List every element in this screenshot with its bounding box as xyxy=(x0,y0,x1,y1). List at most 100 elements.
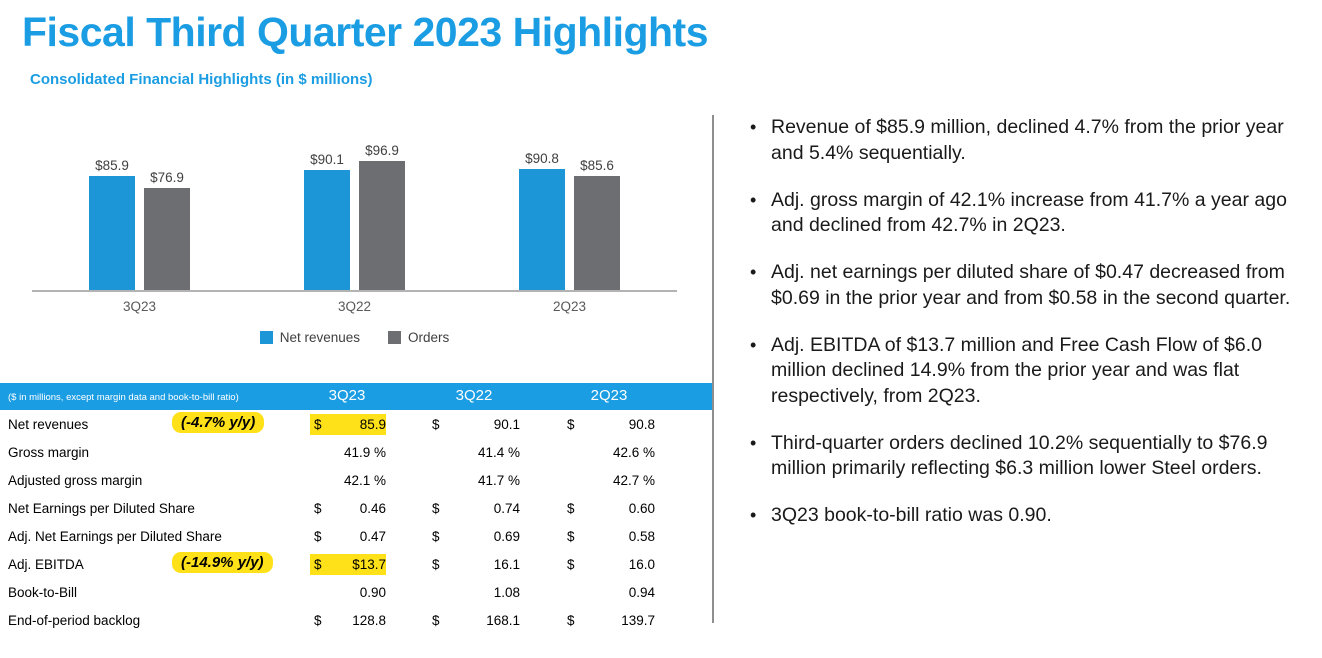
legend-item-orders: Orders xyxy=(388,330,449,345)
legend-label: Net revenues xyxy=(279,330,361,346)
table-row-adjusted-gross-margin: Adjusted gross margin 42.1 % 41.7 % 42.7 % xyxy=(0,466,712,494)
highlight-bullet-5: Third-quarter orders declined 10.2% sequ… xyxy=(744,431,1316,482)
barwrap: $96.9 xyxy=(359,143,405,291)
cell-value: 42.6 % xyxy=(612,445,655,461)
cell-value: 0.94 xyxy=(628,585,655,601)
table-header-2q23: 2Q23 xyxy=(590,387,628,405)
bar-orders-2q23 xyxy=(574,176,620,291)
bar-group-2q23: $90.8 $85.6 xyxy=(505,151,635,291)
cell-value: 42.7 % xyxy=(612,473,655,489)
chart-category-axis: 3Q23 3Q22 2Q23 xyxy=(32,292,677,314)
highlight-bullet-3: Adj. net earnings per diluted share of $… xyxy=(744,260,1316,311)
cell-value: 0.60 xyxy=(628,501,655,517)
dollar-sign: $ xyxy=(314,501,322,517)
category-label-2q23: 2Q23 xyxy=(552,299,587,315)
barwrap: $76.9 xyxy=(144,170,190,291)
cell-value: 16.0 xyxy=(628,557,655,573)
dollar-sign: $ xyxy=(567,501,575,517)
row-label: Adjusted gross margin xyxy=(8,473,143,489)
cell-value: $13.7 xyxy=(310,554,386,576)
dollar-sign: $ xyxy=(432,417,440,433)
barwrap: $85.6 xyxy=(574,158,620,291)
barwrap: $90.1 xyxy=(304,152,350,291)
cell-value: 0.90 xyxy=(359,585,386,601)
highlight-bullet-1: Revenue of $85.9 million, declined 4.7% … xyxy=(744,115,1316,166)
bar-group-3q23: $85.9 $76.9 xyxy=(75,158,205,291)
highlights-bullet-list: Revenue of $85.9 million, declined 4.7% … xyxy=(744,115,1316,529)
cell-value: 41.9 % xyxy=(343,445,386,461)
bar-value-label: $76.9 xyxy=(150,170,184,186)
bar-value-label: $90.8 xyxy=(525,151,559,167)
cell-value: 85.9 xyxy=(310,414,386,436)
bar-chart: $85.9 $76.9 $90.1 $96.9 $90.8 $85.6 xyxy=(32,142,677,293)
yoy-annotation: (-4.7% y/y) xyxy=(172,412,265,434)
dollar-sign: $ xyxy=(314,613,322,629)
table-header: ($ in millions, except margin data and b… xyxy=(0,383,712,411)
legend-swatch-icon xyxy=(388,331,402,345)
row-label: Adj. Net Earnings per Diluted Share xyxy=(8,529,222,545)
bar-net-revenues-3q23 xyxy=(89,176,135,291)
table-row-adj-net-earnings-per-diluted-share: Adj. Net Earnings per Diluted Share $0.47… xyxy=(0,522,712,550)
slide: Fiscal Third Quarter 2023 Highlights Con… xyxy=(0,9,1322,658)
financial-table: ($ in millions, except margin data and b… xyxy=(0,383,712,634)
bar-value-label: $85.6 xyxy=(580,158,614,174)
bar-value-label: $85.9 xyxy=(95,158,129,174)
table-body: Net revenues (-4.7% y/y) $85.9 $90.1 $90.8 Gr… xyxy=(0,410,712,634)
cell-value: 41.7 % xyxy=(477,473,520,489)
cell-value: 1.08 xyxy=(493,585,520,601)
legend-label: Orders xyxy=(408,330,450,346)
legend-item-net-revenues: Net revenues xyxy=(259,330,361,346)
dollar-sign: $ xyxy=(567,613,575,629)
dollar-sign: $ xyxy=(314,417,322,433)
content: Consolidated Financial Highlights (in $ … xyxy=(0,55,1322,634)
dollar-sign: $ xyxy=(567,557,575,573)
table-row-gross-margin: Gross margin 41.9 % 41.4 % 42.6 % xyxy=(0,438,712,466)
barwrap: $85.9 xyxy=(89,158,135,291)
row-label: End-of-period backlog xyxy=(8,613,141,629)
cell-value: 41.4 % xyxy=(477,445,520,461)
bar-orders-3q23 xyxy=(144,188,190,291)
bar-net-revenues-3q22 xyxy=(304,170,350,291)
barwrap: $90.8 xyxy=(519,151,565,291)
bar-value-label: $90.1 xyxy=(310,152,344,168)
dollar-sign: $ xyxy=(567,529,575,545)
highlight-bullet-2: Adj. gross margin of 42.1% increase from… xyxy=(744,188,1316,239)
cell-value: 16.1 xyxy=(493,557,520,573)
cell-value: 90.8 xyxy=(628,417,655,433)
chart-title: Consolidated Financial Highlights (in $ … xyxy=(30,71,373,89)
row-label: Book-to-Bill xyxy=(8,585,78,601)
cell-value: 42.1 % xyxy=(343,473,386,489)
vertical-divider xyxy=(712,115,714,624)
cell-value: 168.1 xyxy=(486,613,520,629)
cell-value: 0.47 xyxy=(359,529,386,545)
cell-value: 0.69 xyxy=(493,529,520,545)
table-header-note: ($ in millions, except margin data and b… xyxy=(8,392,239,404)
bar-net-revenues-2q23 xyxy=(519,169,565,291)
row-label: Net revenues xyxy=(8,417,89,433)
table-header-3q23: 3Q23 xyxy=(328,387,366,405)
dollar-sign: $ xyxy=(432,557,440,573)
dollar-sign: $ xyxy=(567,417,575,433)
table-header-3q22: 3Q22 xyxy=(455,387,493,405)
cell-value: 139.7 xyxy=(621,613,655,629)
cell-value: 0.58 xyxy=(628,529,655,545)
legend-swatch-icon xyxy=(259,331,273,345)
yoy-annotation: (-14.9% y/y) xyxy=(172,552,273,574)
table-row-adj-ebitda: Adj. EBITDA (-14.9% y/y) $ $13.7 $16.1 $16.0 xyxy=(0,550,712,578)
row-label: Adj. EBITDA xyxy=(8,557,84,573)
dollar-sign: $ xyxy=(314,529,322,545)
bar-group-3q22: $90.1 $96.9 xyxy=(290,143,420,291)
bar-value-label: $96.9 xyxy=(365,143,399,159)
dollar-sign: $ xyxy=(432,529,440,545)
cell-value: 0.74 xyxy=(493,501,520,517)
table-row-net-earnings-per-diluted-share: Net Earnings per Diluted Share $0.46 $0.74… xyxy=(0,494,712,522)
table-row-net-revenues: Net revenues (-4.7% y/y) $85.9 $90.1 $90.8 xyxy=(0,410,712,438)
category-label-3q23: 3Q23 xyxy=(122,299,157,315)
highlight-bullet-6: 3Q23 book-to-bill ratio was 0.90. xyxy=(744,503,1316,529)
dollar-sign: $ xyxy=(432,613,440,629)
highlight-bullet-4: Adj. EBITDA of $13.7 million and Free Ca… xyxy=(744,333,1316,410)
bar-orders-3q22 xyxy=(359,161,405,291)
chart-legend: Net revenues Orders xyxy=(32,330,677,345)
left-panel: Consolidated Financial Highlights (in $ … xyxy=(0,55,712,634)
category-label-3q22: 3Q22 xyxy=(337,299,372,315)
